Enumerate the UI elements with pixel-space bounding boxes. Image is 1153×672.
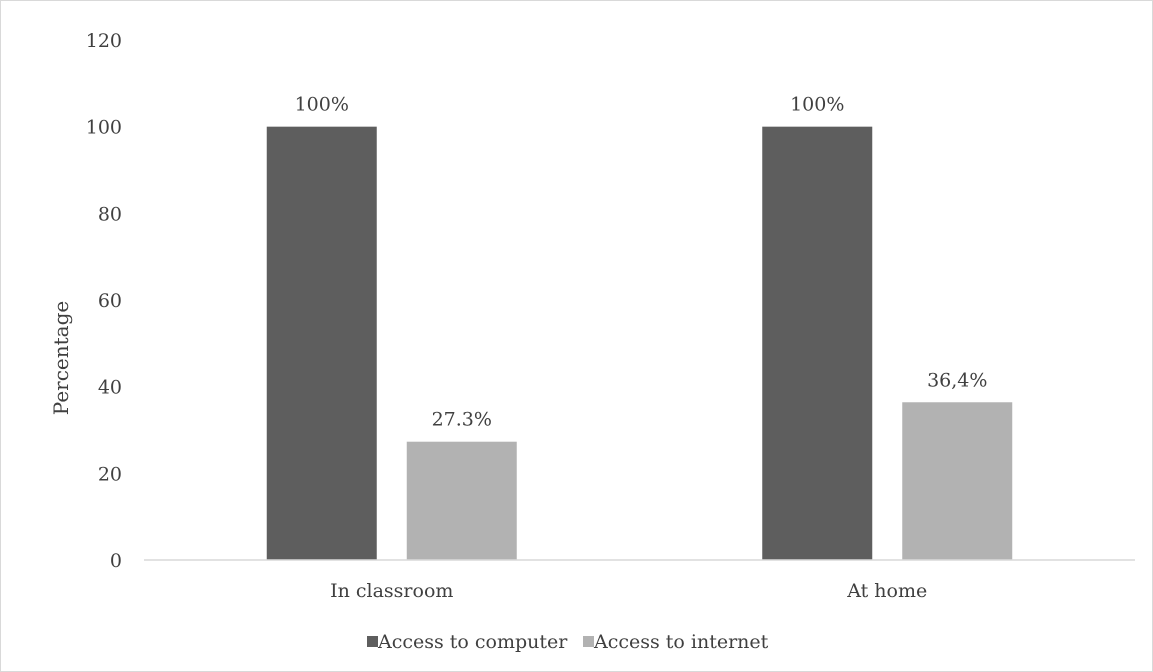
y-axis-ticks: 0 20 40 60 80 100 120 [86,30,122,572]
bars: 100% 27.3% 100% 36,4% [266,94,1013,561]
bar-internet [902,402,1013,560]
y-tick-label: 0 [110,550,122,572]
legend-label: Access to computer [377,631,568,653]
legend-swatch [583,636,594,647]
legend-label: Access to internet [593,631,769,653]
x-category-label: In classroom [330,580,453,602]
bar-internet [406,441,517,560]
y-tick-label: 100 [86,117,122,139]
y-tick-label: 20 [98,463,122,485]
x-category-label: At home [846,580,927,602]
data-label: 27.3% [432,409,492,431]
y-tick-label: 40 [98,377,122,399]
data-label: 100% [295,94,349,116]
bar-computer [762,126,873,561]
data-label: 100% [790,94,844,116]
y-tick-label: 120 [86,30,122,52]
y-axis-title: Percentage [49,301,73,415]
data-label: 36,4% [927,369,987,391]
legend: Access to computer Access to internet [367,631,769,653]
legend-swatch [367,636,378,647]
y-tick-label: 60 [98,290,122,312]
x-axis-categories: In classroom At home [330,580,927,602]
y-tick-label: 80 [98,203,122,225]
bar-computer [266,126,377,561]
